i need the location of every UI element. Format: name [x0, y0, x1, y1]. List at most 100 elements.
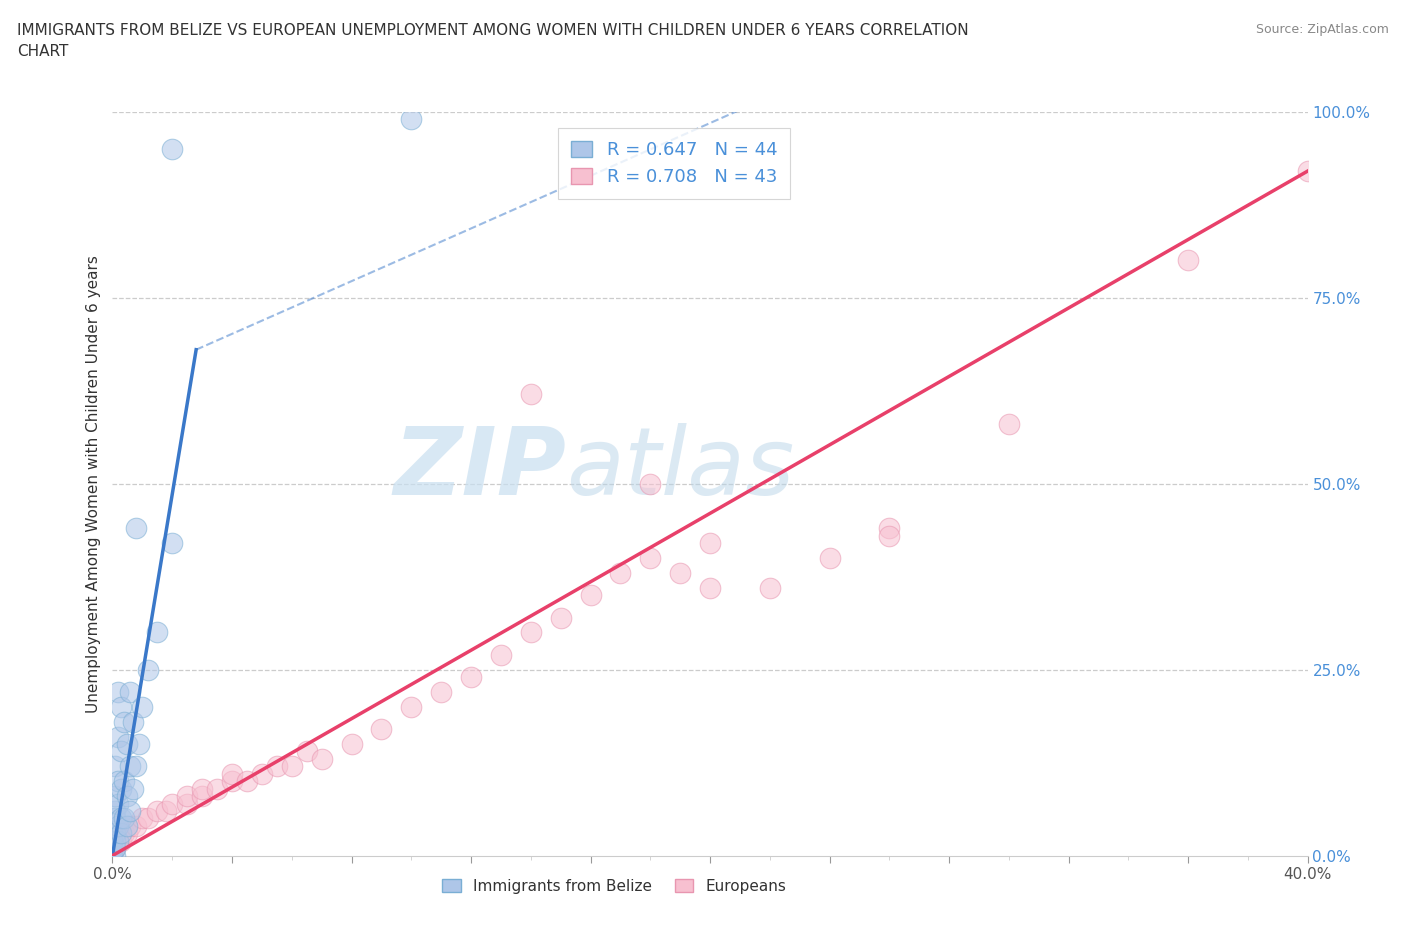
Point [998, 417, 1021, 432]
Legend: Immigrants from Belize, Europeans: Immigrants from Belize, Europeans [436, 873, 793, 900]
Point [120, 818, 142, 833]
Point [1177, 253, 1199, 268]
Text: atlas: atlas [567, 423, 794, 514]
Point [117, 737, 139, 751]
Point [110, 699, 132, 714]
Point [101, 841, 124, 856]
Point [125, 759, 148, 774]
Point [146, 804, 169, 818]
Point [430, 684, 453, 699]
Point [117, 826, 139, 841]
Point [162, 796, 183, 811]
Point [460, 670, 482, 684]
Point [699, 580, 721, 595]
Point [104, 759, 127, 774]
Text: ZIP: ZIP [394, 423, 567, 514]
Point [281, 759, 304, 774]
Point [579, 588, 602, 603]
Point [120, 684, 142, 699]
Point [669, 565, 692, 580]
Point [699, 536, 721, 551]
Point [125, 818, 148, 833]
Point [205, 781, 228, 796]
Point [340, 737, 363, 751]
Point [104, 833, 127, 848]
Point [107, 833, 129, 848]
Point [131, 811, 153, 826]
Point [879, 528, 901, 543]
Point [107, 774, 129, 789]
Point [250, 766, 273, 781]
Y-axis label: Unemployment Among Women with Children Under 6 years: Unemployment Among Women with Children U… [86, 255, 101, 712]
Point [176, 796, 198, 811]
Text: IMMIGRANTS FROM BELIZE VS EUROPEAN UNEMPLOYMENT AMONG WOMEN WITH CHILDREN UNDER : IMMIGRANTS FROM BELIZE VS EUROPEAN UNEMP… [17, 23, 969, 60]
Point [107, 729, 129, 744]
Point [104, 811, 127, 826]
Point [104, 826, 127, 841]
Point [104, 841, 127, 856]
Point [295, 744, 318, 759]
Point [110, 833, 132, 848]
Point [114, 774, 135, 789]
Point [128, 737, 150, 751]
Point [155, 804, 177, 818]
Point [120, 759, 142, 774]
Point [138, 811, 160, 826]
Point [125, 521, 148, 536]
Point [117, 789, 139, 804]
Point [370, 722, 392, 737]
Point [117, 818, 139, 833]
Point [489, 647, 512, 662]
Point [759, 580, 782, 595]
Point [107, 796, 129, 811]
Point [520, 387, 543, 402]
Point [138, 662, 160, 677]
Point [311, 751, 333, 766]
Point [114, 714, 135, 729]
Point [101, 826, 124, 841]
Point [221, 774, 243, 789]
Point [131, 699, 153, 714]
Point [266, 759, 288, 774]
Point [162, 141, 183, 156]
Point [879, 521, 901, 536]
Point [520, 625, 543, 640]
Point [122, 781, 145, 796]
Point [1296, 164, 1319, 179]
Point [114, 826, 135, 841]
Point [550, 610, 572, 625]
Point [104, 841, 127, 856]
Point [101, 844, 124, 859]
Point [101, 848, 124, 863]
Point [236, 774, 259, 789]
Point [191, 781, 214, 796]
Point [146, 625, 169, 640]
Point [101, 841, 124, 856]
Point [107, 818, 129, 833]
Point [114, 811, 135, 826]
Point [104, 804, 127, 818]
Point [101, 841, 124, 856]
Point [107, 684, 129, 699]
Point [110, 781, 132, 796]
Point [104, 789, 127, 804]
Point [191, 789, 214, 804]
Point [401, 699, 423, 714]
Point [101, 833, 124, 848]
Point [609, 565, 631, 580]
Point [110, 811, 132, 826]
Point [101, 844, 124, 859]
Point [221, 766, 243, 781]
Point [176, 789, 198, 804]
Point [401, 112, 423, 126]
Point [110, 744, 132, 759]
Point [818, 551, 841, 565]
Point [640, 551, 662, 565]
Point [101, 833, 124, 848]
Point [120, 804, 142, 818]
Point [162, 536, 183, 551]
Text: Source: ZipAtlas.com: Source: ZipAtlas.com [1256, 23, 1389, 36]
Point [107, 833, 129, 848]
Point [122, 714, 145, 729]
Point [101, 848, 124, 863]
